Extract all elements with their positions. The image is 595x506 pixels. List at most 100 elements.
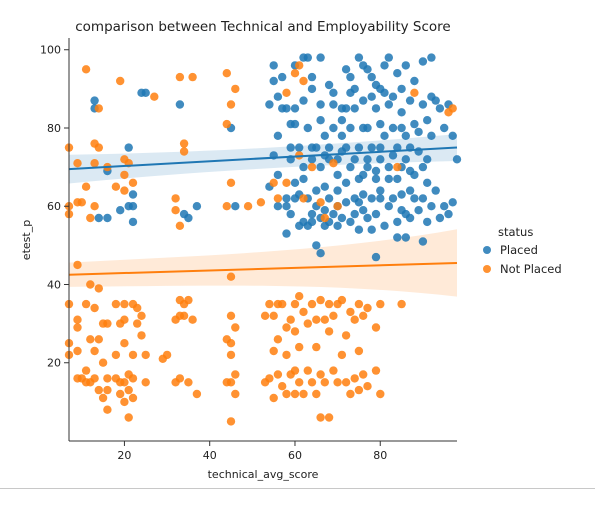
point-placed-206 — [320, 206, 329, 215]
point-placed-180 — [440, 123, 449, 133]
point-not-placed-71 — [141, 378, 150, 387]
point-not-placed-138 — [295, 292, 304, 301]
point-placed-37 — [290, 178, 300, 187]
point-not-placed-53 — [120, 315, 129, 324]
bottom-divider — [0, 488, 595, 489]
y-axis-title: etest_p — [20, 220, 33, 260]
point-placed-129 — [380, 221, 389, 230]
legend: status Placed Not Placed — [483, 225, 562, 276]
point-not-placed-55 — [120, 378, 129, 387]
point-placed-205 — [307, 217, 317, 227]
point-not-placed-146 — [303, 366, 312, 375]
legend-label-not-placed: Not Placed — [500, 262, 562, 276]
point-not-placed-121 — [273, 370, 283, 379]
point-placed-166 — [418, 100, 428, 109]
regression-lines — [68, 146, 458, 276]
point-not-placed-154 — [316, 295, 325, 305]
point-not-placed-25 — [90, 202, 99, 211]
point-not-placed-133 — [290, 327, 300, 336]
point-placed-104 — [359, 96, 368, 105]
point-not-placed-148 — [307, 299, 317, 309]
point-placed-43 — [299, 174, 308, 184]
point-not-placed-124 — [282, 88, 291, 98]
point-not-placed-151 — [312, 342, 321, 352]
point-placed-99 — [354, 53, 364, 62]
point-not-placed-13 — [77, 198, 87, 207]
y-tick-label-100: 100 — [40, 44, 61, 57]
point-not-placed-158 — [320, 315, 329, 324]
point-not-placed-78 — [175, 221, 185, 230]
point-placed-94 — [350, 209, 359, 219]
point-placed-53 — [307, 155, 317, 164]
x-ticks: 20 40 60 80 — [117, 441, 387, 462]
point-placed-172 — [423, 155, 432, 164]
point-not-placed-188 — [393, 162, 402, 172]
point-placed-85 — [341, 65, 351, 74]
point-placed-176 — [427, 131, 436, 140]
point-not-placed-44 — [111, 350, 121, 360]
point-not-placed-96 — [226, 100, 236, 109]
point-not-placed-105 — [231, 323, 240, 332]
point-not-placed-99 — [226, 311, 236, 320]
point-placed-97 — [350, 104, 359, 113]
x-axis-title: technical_avg_score — [208, 468, 319, 481]
point-not-placed-83 — [179, 147, 189, 156]
point-placed-108 — [363, 162, 372, 172]
point-not-placed-187 — [376, 389, 385, 399]
point-placed-161 — [410, 194, 419, 203]
point-not-placed-89 — [188, 315, 197, 324]
point-not-placed-63 — [128, 350, 138, 360]
point-placed-126 — [376, 155, 385, 164]
point-not-placed-142 — [299, 194, 308, 203]
point-placed-181 — [440, 202, 449, 211]
point-not-placed-145 — [303, 319, 312, 328]
point-placed-10 — [128, 190, 138, 199]
point-placed-5 — [116, 206, 125, 215]
point-not-placed-21 — [86, 335, 95, 344]
point-not-placed-81 — [175, 374, 185, 383]
point-placed-65 — [320, 131, 329, 140]
point-placed-35 — [286, 209, 295, 219]
point-placed-31 — [282, 202, 291, 211]
point-not-placed-161 — [324, 327, 334, 336]
point-placed-96 — [350, 155, 359, 164]
point-placed-83 — [337, 131, 347, 140]
point-not-placed-182 — [363, 303, 372, 313]
point-not-placed-68 — [137, 311, 146, 320]
point-placed-28 — [278, 72, 287, 82]
point-not-placed-86 — [184, 295, 193, 305]
point-placed-87 — [341, 143, 351, 152]
point-not-placed-163 — [329, 159, 338, 168]
point-not-placed-101 — [226, 350, 236, 360]
point-not-placed-65 — [128, 393, 138, 403]
point-not-placed-74 — [171, 194, 180, 203]
point-not-placed-31 — [94, 284, 104, 293]
point-placed-136 — [388, 194, 398, 203]
point-placed-110 — [363, 123, 372, 133]
point-placed-84 — [337, 116, 347, 125]
point-placed-122 — [376, 119, 385, 129]
point-placed-56 — [312, 241, 321, 250]
point-not-placed-189 — [397, 299, 406, 309]
point-not-placed-11 — [73, 346, 82, 356]
ci-band-1 — [69, 229, 457, 297]
point-not-placed-159 — [320, 378, 329, 387]
point-placed-39 — [290, 104, 300, 113]
point-placed-61 — [316, 100, 325, 109]
point-not-placed-155 — [316, 370, 325, 379]
point-placed-193 — [393, 233, 402, 242]
point-placed-167 — [418, 194, 428, 203]
point-placed-177 — [431, 186, 440, 195]
point-not-placed-61 — [128, 178, 138, 187]
point-placed-192 — [371, 252, 381, 262]
x-tick-label-80: 80 — [373, 449, 387, 462]
point-not-placed-125 — [282, 178, 291, 187]
point-not-placed-170 — [337, 350, 347, 360]
point-placed-69 — [324, 80, 334, 90]
point-not-placed-56 — [120, 397, 129, 407]
point-placed-79 — [333, 170, 342, 180]
point-not-placed-98 — [226, 272, 236, 281]
legend-marker-not-placed — [483, 265, 491, 273]
point-placed-102 — [354, 143, 364, 152]
point-placed-174 — [427, 53, 436, 62]
